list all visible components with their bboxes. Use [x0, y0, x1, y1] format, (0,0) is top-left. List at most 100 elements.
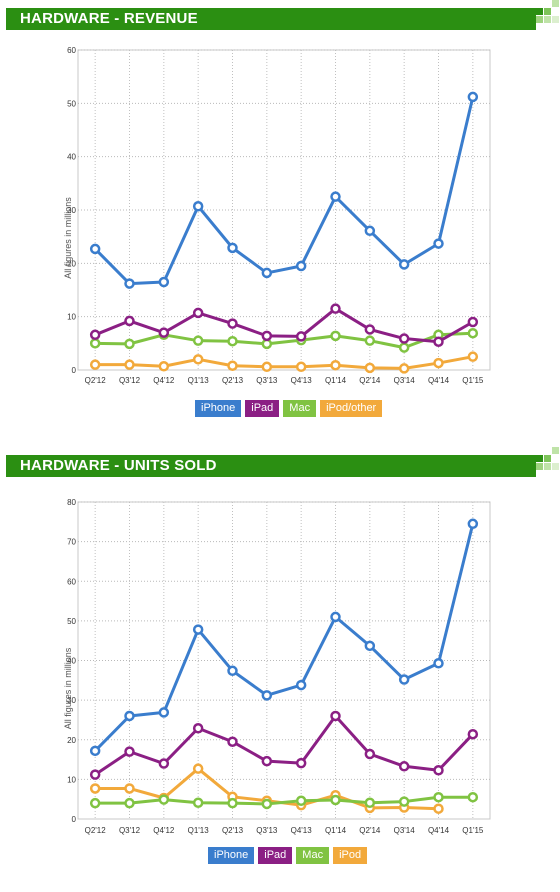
y-tick-label: 10	[67, 313, 76, 322]
units-panel: HARDWARE - UNITS SOLD 0 10 20 30 40 50 60 70 80 Q…	[0, 445, 560, 877]
data-point-iphone	[295, 260, 307, 272]
data-point-ipad	[398, 761, 410, 772]
plot-frame	[77, 501, 491, 820]
legend-item-mac[interactable]: Mac	[296, 847, 330, 864]
x-tick-label: Q3'14	[394, 826, 416, 835]
data-point-mac	[330, 330, 341, 342]
x-tick-label: Q2'13	[222, 826, 244, 835]
revenue-title: HARDWARE - REVENUE	[20, 10, 198, 27]
data-point-mac	[158, 794, 170, 805]
data-point-ipad	[89, 329, 101, 341]
data-point-mac	[192, 335, 204, 346]
y-tick-label: 60	[67, 577, 76, 586]
data-point-iphone	[89, 243, 101, 255]
y-tick-label: 30	[67, 696, 76, 705]
data-point-ipod-other	[330, 359, 341, 371]
y-tick-label: 0	[72, 366, 77, 375]
data-point-iphone	[124, 278, 135, 289]
data-point-ipad	[192, 723, 204, 734]
data-point-iphone	[330, 191, 341, 202]
legend-item-iphone[interactable]: iPhone	[208, 847, 255, 864]
data-point-iphone	[158, 707, 170, 718]
revenue-header-bar: HARDWARE - REVENUE	[6, 8, 536, 30]
data-point-iphone	[192, 201, 204, 212]
data-point-mac	[364, 335, 376, 346]
y-tick-label: 20	[67, 736, 76, 745]
x-tick-label: Q1'14	[325, 826, 347, 835]
data-point-mac	[124, 797, 135, 809]
x-tick-label: Q3'12	[119, 376, 141, 385]
data-point-ipad	[227, 318, 238, 329]
legend-item-mac[interactable]: Mac	[283, 400, 317, 417]
data-point-iphone	[261, 690, 273, 701]
x-tick-label: Q4'12	[153, 826, 175, 835]
series-mac	[89, 791, 479, 810]
data-point-ipad	[158, 758, 170, 769]
data-point-mac	[261, 798, 273, 810]
data-point-iphone	[433, 658, 444, 669]
x-tick-label: Q1'15	[462, 826, 484, 835]
x-tick-label: Q1'13	[188, 826, 210, 835]
series-ipad	[89, 303, 479, 347]
data-point-ipod-other	[124, 359, 135, 370]
series-line-iphone	[93, 95, 475, 286]
y-tick-label: 50	[67, 99, 76, 108]
data-point-ipod-other	[89, 359, 101, 370]
data-point-iphone	[227, 242, 238, 254]
x-tick-label: Q1'15	[462, 376, 484, 385]
data-point-ipod-other	[433, 357, 444, 369]
x-tick-label: Q3'13	[256, 826, 278, 835]
x-tick-label: Q2'14	[359, 376, 381, 385]
data-point-ipad	[433, 336, 444, 347]
data-point-mac	[89, 338, 101, 349]
units-title: HARDWARE - UNITS SOLD	[20, 457, 217, 474]
data-point-ipod-other	[364, 362, 376, 374]
data-point-ipod	[124, 783, 135, 794]
data-point-mac	[467, 327, 479, 339]
data-point-mac	[398, 796, 410, 807]
data-point-mac	[227, 335, 238, 347]
series-line-ipad	[93, 307, 475, 344]
units-header-bar: HARDWARE - UNITS SOLD	[6, 455, 536, 477]
units-legend: iPhone iPad Mac iPod	[208, 847, 368, 864]
data-point-iphone	[398, 259, 410, 270]
series-line-ipad	[93, 714, 475, 777]
data-point-mac	[227, 797, 238, 809]
y-axis-label: All figures in millions	[63, 647, 73, 729]
data-point-ipad	[467, 316, 479, 328]
x-tick-label: Q4'13	[291, 826, 313, 835]
data-point-iphone	[364, 225, 376, 237]
legend-item-iphone[interactable]: iPhone	[195, 400, 242, 417]
legend-item-ipod[interactable]: iPod	[333, 847, 368, 864]
data-point-ipad	[295, 757, 307, 769]
data-point-ipad	[467, 728, 479, 740]
data-point-mac	[364, 797, 376, 809]
x-tick-label: Q4'14	[428, 826, 450, 835]
y-tick-label: 20	[67, 259, 76, 268]
y-tick-label: 60	[67, 46, 76, 55]
data-point-ipod-other	[227, 360, 238, 371]
legend-item-ipad[interactable]: iPad	[258, 847, 293, 864]
legend-item-ipad[interactable]: iPad	[245, 400, 280, 417]
data-point-iphone	[124, 710, 135, 722]
y-tick-label: 70	[67, 538, 76, 547]
legend-item-ipod-other[interactable]: iPod/other	[320, 400, 383, 417]
data-point-ipod	[89, 783, 101, 794]
data-point-iphone	[433, 238, 444, 249]
data-point-ipod-other	[192, 354, 204, 365]
x-tick-label: Q1'13	[188, 376, 210, 385]
series-line-mac	[93, 795, 475, 806]
data-point-ipad	[364, 748, 376, 760]
x-tick-label: Q3'14	[394, 376, 416, 385]
data-point-iphone	[398, 674, 410, 685]
data-point-mac	[124, 338, 135, 350]
data-point-ipad	[192, 307, 204, 319]
data-point-iphone	[467, 91, 479, 103]
plot-frame	[77, 49, 491, 371]
x-tick-label: Q4'13	[291, 376, 313, 385]
y-tick-label: 30	[67, 206, 76, 215]
series-line-iphone	[93, 522, 475, 753]
y-tick-label: 0	[72, 815, 77, 824]
y-tick-label: 40	[67, 657, 76, 666]
data-point-ipad	[261, 755, 273, 767]
